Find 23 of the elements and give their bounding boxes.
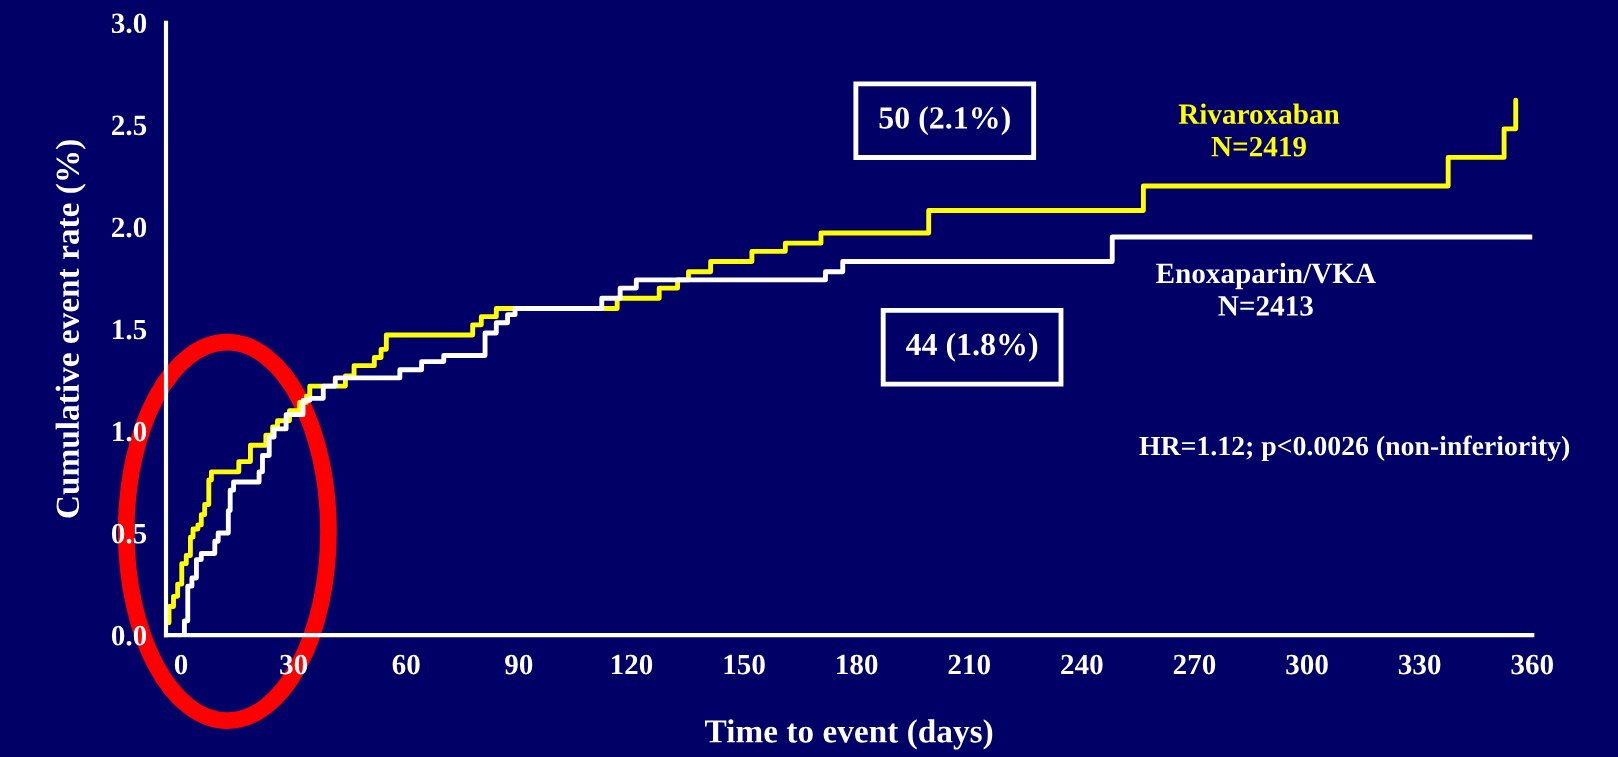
x-tick-label: 270 (1173, 654, 1216, 675)
series-label: Rivaroxaban N=2419 (1178, 103, 1340, 157)
y-tick-label: 2.0 (112, 217, 147, 238)
x-tick-label: 60 (392, 654, 420, 675)
x-axis-title: Time to event (days) (705, 719, 993, 750)
annotation: 50 (2.1%) (879, 106, 1010, 136)
series-label: Enoxaparin/VKA N=2413 (1156, 262, 1376, 316)
y-tick-label: 2.5 (112, 115, 147, 136)
x-tick-label: 150 (724, 654, 765, 675)
y-axis-title: Cumulative event rate (%) (55, 140, 86, 518)
x-tick-label: 180 (837, 654, 878, 675)
annotation: 44 (1.8%) (905, 332, 1038, 362)
y-tick-label: 1.5 (113, 319, 147, 340)
x-tick-label: 120 (611, 654, 653, 675)
y-tick-label: 3.0 (111, 13, 147, 34)
x-tick-label: 300 (1286, 654, 1328, 675)
x-tick-label: 360 (1511, 654, 1554, 675)
x-tick-label: 90 (505, 654, 533, 675)
x-tick-label: 330 (1398, 654, 1441, 675)
x-tick-label: 240 (1061, 654, 1103, 675)
annotation: HR=1.12; p<0.0026 (non-inferiority) (1139, 435, 1570, 462)
x-tick-label: 0 (174, 654, 188, 675)
x-tick-label: 210 (948, 654, 990, 675)
